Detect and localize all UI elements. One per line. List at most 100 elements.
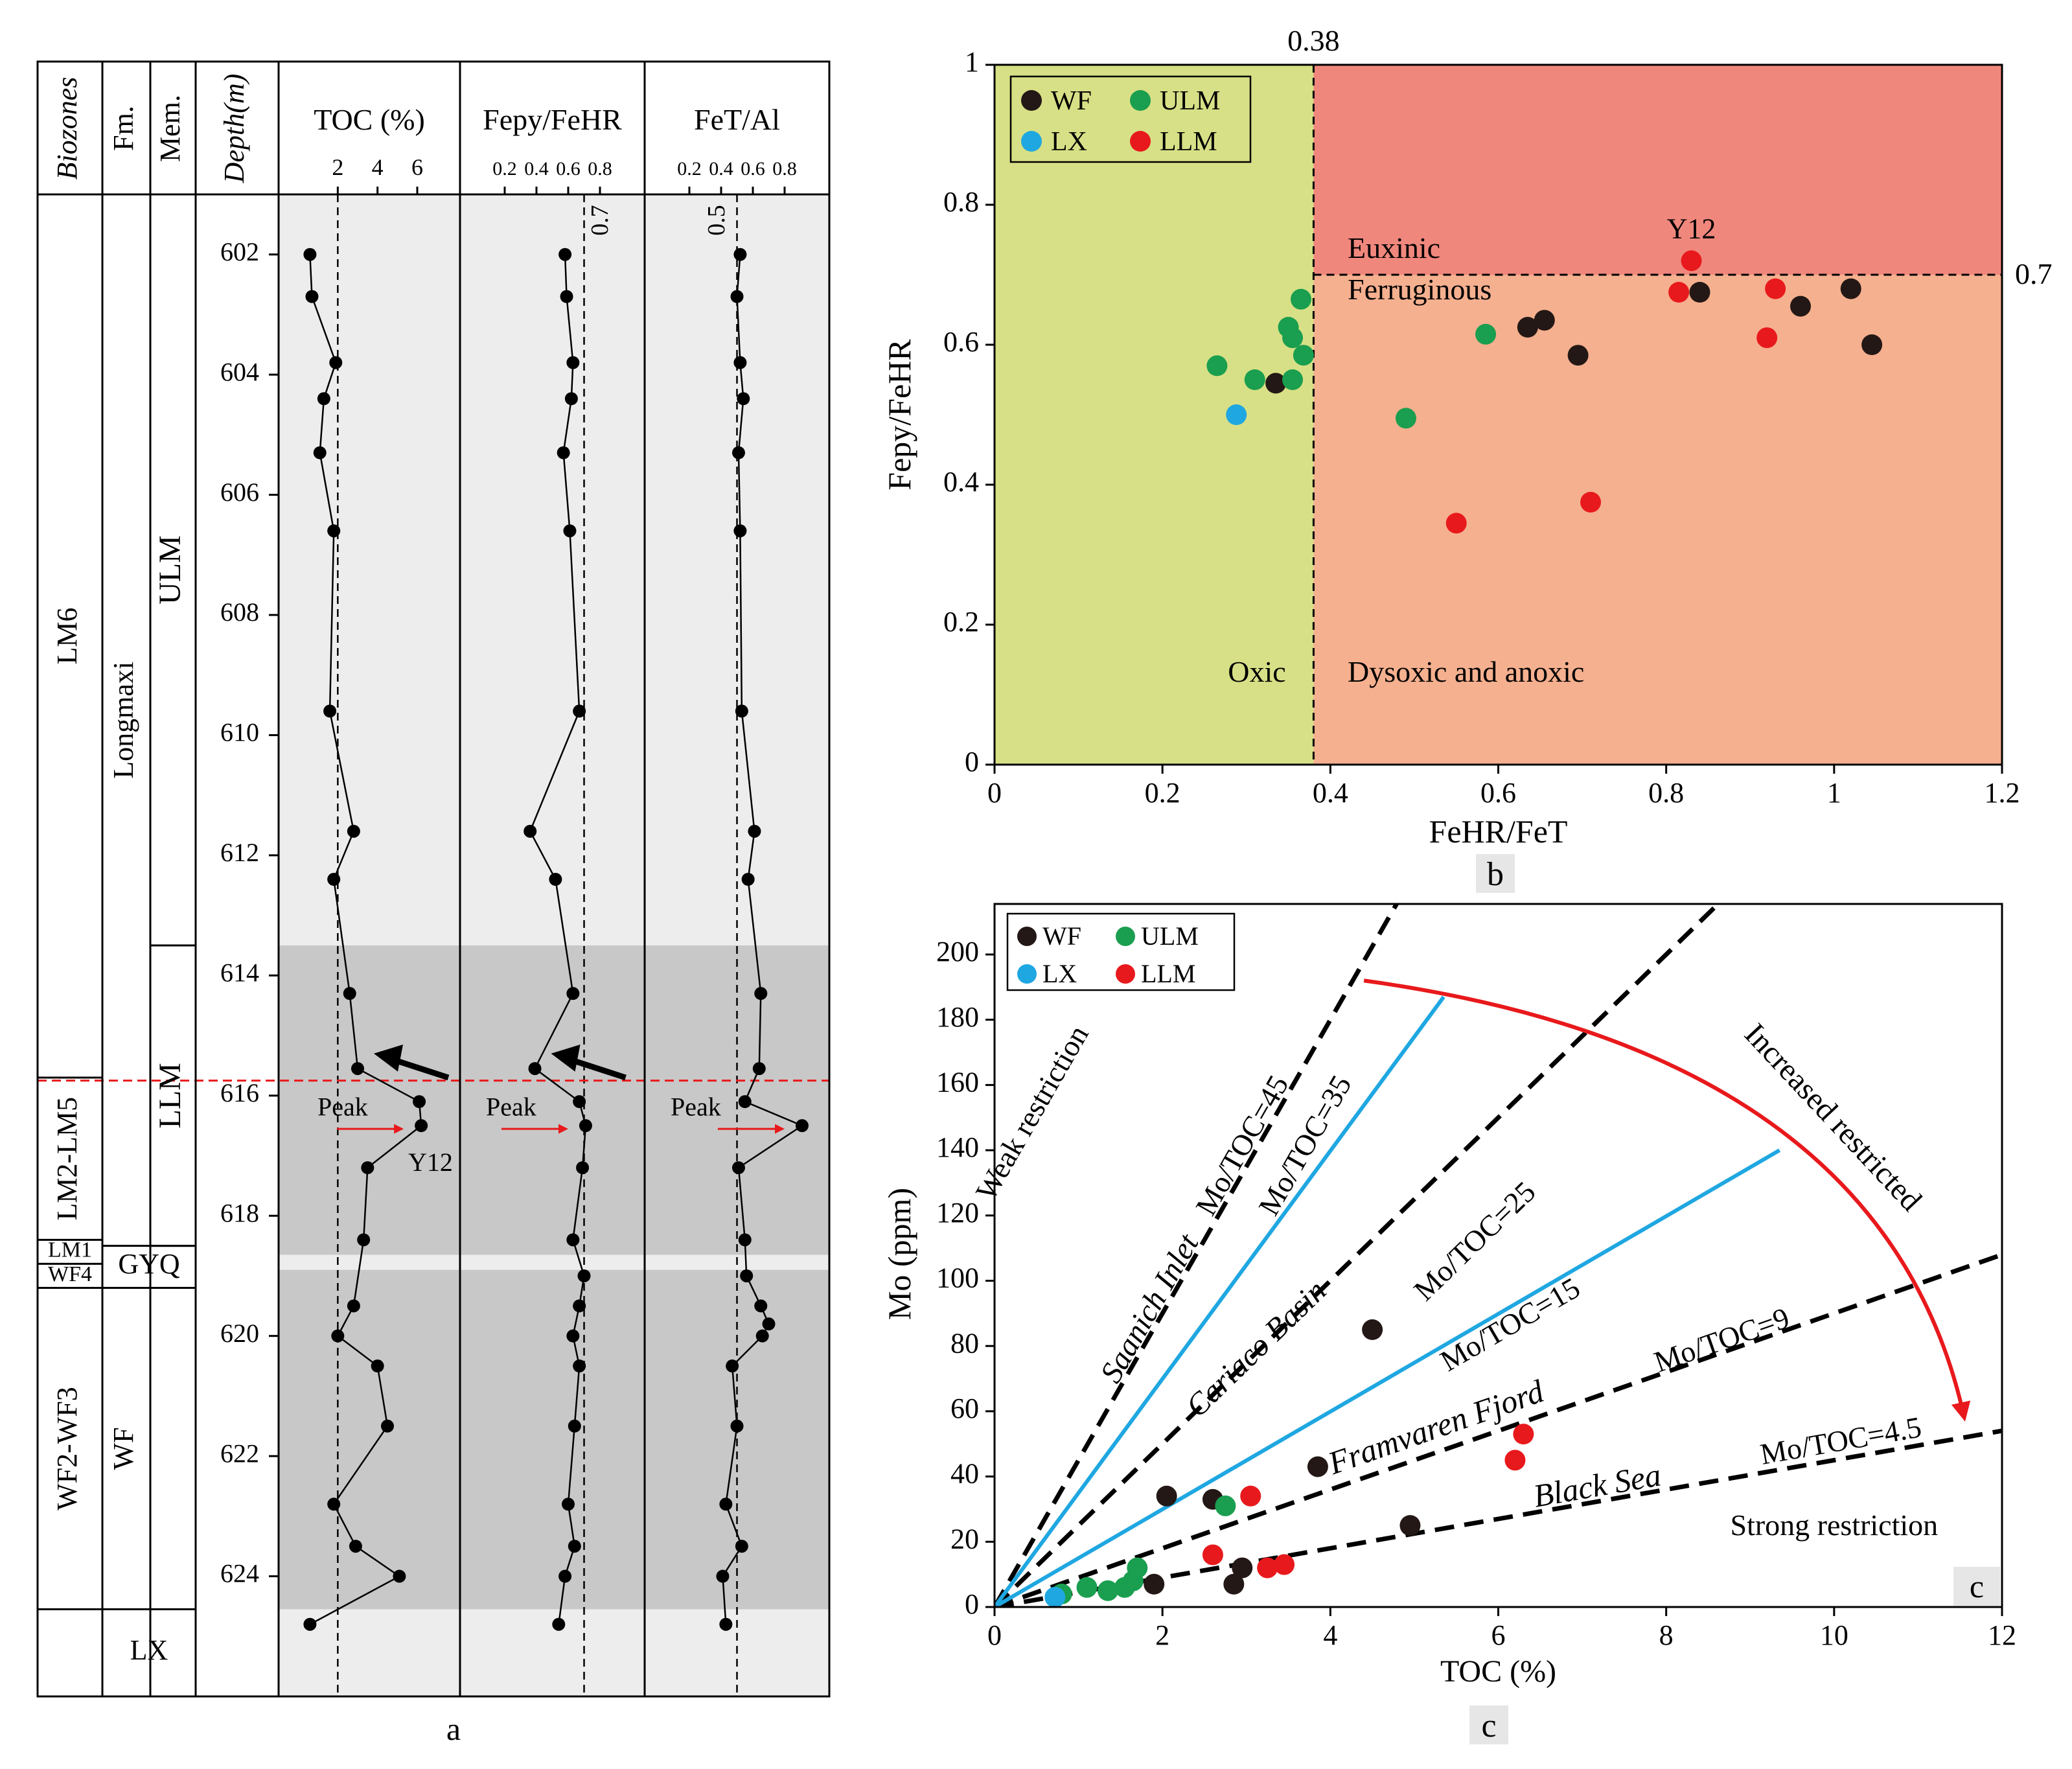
depth-tick-label-5: 612 xyxy=(220,838,259,867)
panel-a-series-2-point-22 xyxy=(735,1540,748,1553)
panel-a-series-1-point-1 xyxy=(560,290,573,303)
panel-b-series-3-point-3 xyxy=(1681,250,1702,272)
panel-b-series-0-point-6 xyxy=(1840,278,1861,299)
depth-tick-label-11: 624 xyxy=(220,1559,259,1588)
depth-tick-label-4: 610 xyxy=(220,718,259,747)
panel-c-legend-label-2: LX xyxy=(1042,959,1077,988)
panel-a-series-1-point-8 xyxy=(549,873,562,886)
panel-a-series-1-point-19 xyxy=(568,1419,581,1433)
panel-a-shade-band-1 xyxy=(279,945,829,1255)
panel-a-shading xyxy=(279,194,829,1696)
panel-c-series-3-point-0 xyxy=(1202,1544,1223,1566)
panel-a-series-1-point-3 xyxy=(564,392,578,406)
panel-a-series-0-point-14 xyxy=(357,1233,371,1247)
panel-b-legend-marker-2 xyxy=(1021,131,1042,152)
panel-b-series-2-point-0 xyxy=(1226,404,1247,425)
panel-c-series-1-point-5 xyxy=(1127,1557,1148,1578)
panel-a-series-2-point-2 xyxy=(733,356,747,369)
panel-a-series-2-point-11 xyxy=(738,1095,752,1109)
panel-c-series-1-point-2 xyxy=(1097,1580,1118,1601)
panel-b-y-tick-label-4: 0.8 xyxy=(943,186,979,218)
panel-a-series-2-point-0 xyxy=(733,248,747,261)
panel-c-highlight-line-0 xyxy=(995,995,1445,1607)
panel-a-series-1-point-6 xyxy=(573,704,586,718)
panel-c-series-3-point-5 xyxy=(1513,1424,1534,1445)
panel-a-header-depth: Depth(m) xyxy=(218,74,250,184)
panel-a-series-1-point-10 xyxy=(528,1062,542,1076)
panel-b-legend-label-1: ULM xyxy=(1160,86,1220,116)
panel-b-label: b xyxy=(1487,856,1504,893)
panel-a-series-0-point-13 xyxy=(361,1161,374,1175)
panel-b-region-label-euxinic: Euxinic xyxy=(1348,231,1440,264)
panel-b-region-label-ferruginous: Ferruginous xyxy=(1348,273,1491,306)
panel-b-legend-marker-0 xyxy=(1021,90,1042,111)
panel-a-series-0-point-1 xyxy=(305,290,319,303)
panel-a-series-2-point-6 xyxy=(735,704,748,718)
panel-a-series-2-point-20 xyxy=(730,1419,744,1433)
panel-b-legend-label-0: WF xyxy=(1051,86,1092,116)
panel-b-y-tick-label-3: 0.6 xyxy=(943,326,979,358)
panel-b-x-tick-label-6: 1.2 xyxy=(1985,777,2020,809)
panel-a-header-fm: Fm. xyxy=(108,106,139,151)
panel-a-series-0-point-2 xyxy=(329,356,343,369)
panel-a-series-1-line xyxy=(529,254,587,1624)
panel-a-shade-band-0 xyxy=(279,194,829,945)
panel-b-series-3-point-1 xyxy=(1580,492,1602,513)
panel-b-x-axis-label: FeHR/FeT xyxy=(1429,813,1568,850)
panel-c-y-tick-label-10: 200 xyxy=(936,936,979,967)
biozone-label-4: WF2-WF3 xyxy=(51,1387,83,1510)
panel-a-series-0-point-7 xyxy=(347,824,360,838)
panel-a-series-title-1: Fepy/FeHR xyxy=(483,103,622,136)
member-label-1: LLM xyxy=(153,1063,187,1128)
panel-a-series-1-point-16 xyxy=(573,1299,586,1313)
panel-a-series-0-point-8 xyxy=(327,873,341,886)
panel-a-series-2-point-3 xyxy=(737,392,750,406)
panel-b-legend-label-3: LLM xyxy=(1160,127,1217,157)
panel-b-series-3-point-0 xyxy=(1445,513,1467,534)
panel-a-series-0-point-20 xyxy=(349,1540,362,1553)
panel-b-series-1-point-4 xyxy=(1282,369,1304,390)
formation-label-1: GYQ xyxy=(118,1248,180,1280)
panel-a-series-0-point-4 xyxy=(313,446,327,459)
panel-b-series-0-point-3 xyxy=(1567,345,1589,366)
panel-c-series-1-point-1 xyxy=(1076,1577,1098,1598)
panel-b-x-threshold-label: 0.38 xyxy=(1287,24,1340,57)
panel-a-series-1-tick-label-1: 0.4 xyxy=(524,158,549,179)
panel-c-legend-marker-0 xyxy=(1017,927,1037,946)
panel-c-series-3-point-1 xyxy=(1240,1485,1261,1507)
panel-a-shade-band-2 xyxy=(279,1254,829,1270)
panel-b-threshold-lines xyxy=(1312,65,2002,765)
panel-c-reference-line-1 xyxy=(995,904,1721,1607)
panel-c-series-0-point-7 xyxy=(1399,1515,1421,1536)
panel-a-series-0-point-21 xyxy=(393,1569,406,1583)
panel-a-series-0-point-11 xyxy=(413,1095,426,1109)
panel-b-y-tick-label-0: 0 xyxy=(965,746,979,778)
panel-a-series-title-0: TOC (%) xyxy=(314,103,425,136)
panel-a-series-0-point-6 xyxy=(323,704,337,718)
panel-c-y-tick-label-9: 180 xyxy=(936,1001,979,1033)
panel-a-series-0-point-10 xyxy=(351,1062,364,1076)
panel-a-series-0-tick-label-1: 4 xyxy=(372,154,384,180)
panel-a-series-2-point-15 xyxy=(740,1269,754,1282)
panel-a-series-1-point-0 xyxy=(558,248,572,261)
panel-a-peak-label-2: Peak xyxy=(671,1092,721,1121)
panel-a-series-1-tick-label-2: 0.6 xyxy=(556,158,581,179)
panel-a-series-2-point-10 xyxy=(752,1062,766,1076)
panel-b-region-euxinic xyxy=(1313,65,2002,275)
panel-a-series-1-point-9 xyxy=(566,987,580,1000)
panel-c-y-tick-label-8: 160 xyxy=(936,1066,979,1098)
panel-b-y-tick-label-5: 1 xyxy=(965,46,979,78)
panel-c-series-0-point-1 xyxy=(1156,1485,1177,1507)
panel-a-series-2-tick-label-2: 0.6 xyxy=(741,158,765,179)
panel-c-series-3-point-2 xyxy=(1257,1557,1278,1578)
panel-a-series-2-reference-label: 0.5 xyxy=(703,205,730,236)
panel-a-labels: Biozones Fm. Mem. Depth(m)LM6LM2-LM5LM1WF4W… xyxy=(48,74,797,1747)
panel-a-series-0-point-19 xyxy=(327,1497,341,1511)
panel-c-y-tick-label-0: 0 xyxy=(965,1588,979,1620)
panel-c-legend-label-3: LLM xyxy=(1141,959,1195,988)
panel-c-legend-marker-3 xyxy=(1116,964,1135,984)
panel-a-series-2-point-9 xyxy=(754,987,768,1000)
panel-a-series-2-point-18 xyxy=(755,1329,769,1343)
panel-c-x-tick-label-5: 10 xyxy=(1820,1619,1848,1651)
panel-c-y-tick-label-4: 80 xyxy=(950,1327,979,1359)
